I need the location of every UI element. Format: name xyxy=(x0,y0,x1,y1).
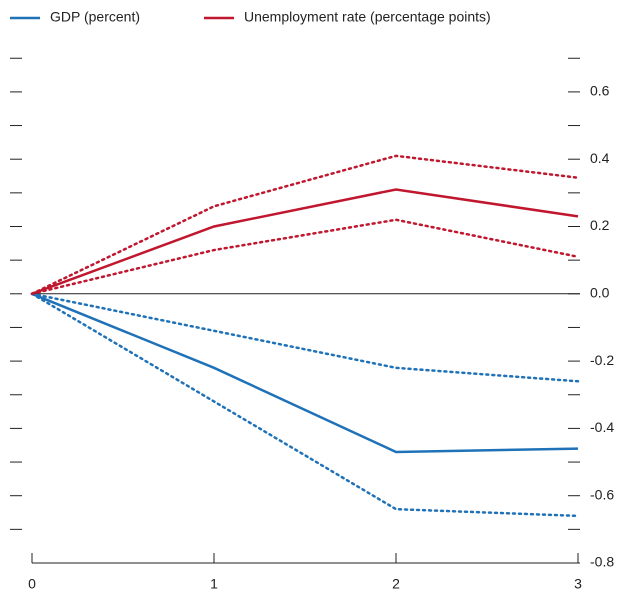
legend-label: Unemployment rate (percentage points) xyxy=(244,9,491,25)
y-tick-label: -0.2 xyxy=(590,352,614,368)
y-tick-label: 0.4 xyxy=(590,150,610,166)
band-line xyxy=(30,292,580,383)
x-tick-label: 3 xyxy=(574,576,582,592)
y-tick-label: 0.6 xyxy=(590,83,610,99)
y-tick-label: 0.0 xyxy=(590,285,610,301)
y-tick-label: 0.2 xyxy=(590,217,610,233)
y-tick-label: -0.8 xyxy=(590,554,614,570)
legend-label: GDP (percent) xyxy=(50,9,140,25)
band-line xyxy=(30,292,580,518)
x-tick-label: 2 xyxy=(392,576,400,592)
x-tick-label: 1 xyxy=(210,576,218,592)
y-tick-label: -0.6 xyxy=(590,486,614,502)
band-line xyxy=(30,218,580,296)
series-line xyxy=(31,292,579,454)
y-tick-label: -0.4 xyxy=(590,419,614,435)
series-line xyxy=(31,188,579,295)
x-tick-label: 0 xyxy=(28,576,36,592)
band-line xyxy=(30,154,580,296)
